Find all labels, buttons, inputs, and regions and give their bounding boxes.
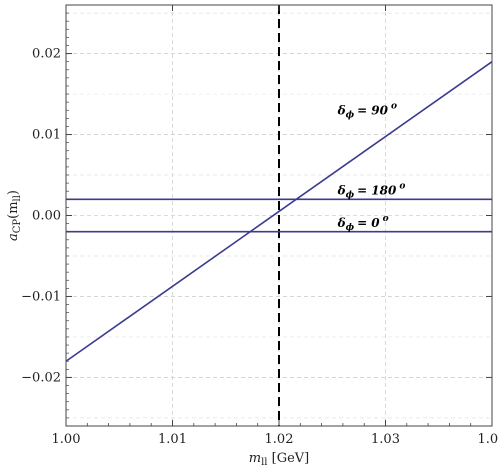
x-tick-label: 1.04 [478, 432, 498, 447]
x-tick-label: 1.02 [265, 432, 294, 447]
x-tick-label: 1.03 [371, 432, 400, 447]
y-tick-label: 0.00 [32, 209, 61, 224]
y-tick-label: 0.01 [32, 128, 61, 143]
series-label: δϕ = 90 o [337, 101, 397, 120]
series-line [65, 61, 493, 362]
y-axis-label: aCP(mll) [6, 190, 23, 241]
x-axis-label: mll [GeV] [249, 451, 309, 468]
series-group [65, 61, 493, 362]
series-label: δϕ = 180 o [337, 181, 406, 200]
ticks: 1.00 1.01 1.02 1.03 1.04 −0.02 −0.01 0.00 0.01 0.… [21, 4, 498, 447]
y-tick-label: −0.01 [21, 289, 61, 304]
y-tick-label: 0.02 [32, 47, 61, 62]
x-tick-label: 1.00 [52, 432, 81, 447]
y-tick-label: −0.02 [21, 370, 61, 385]
x-tick-label: 1.01 [158, 432, 187, 447]
